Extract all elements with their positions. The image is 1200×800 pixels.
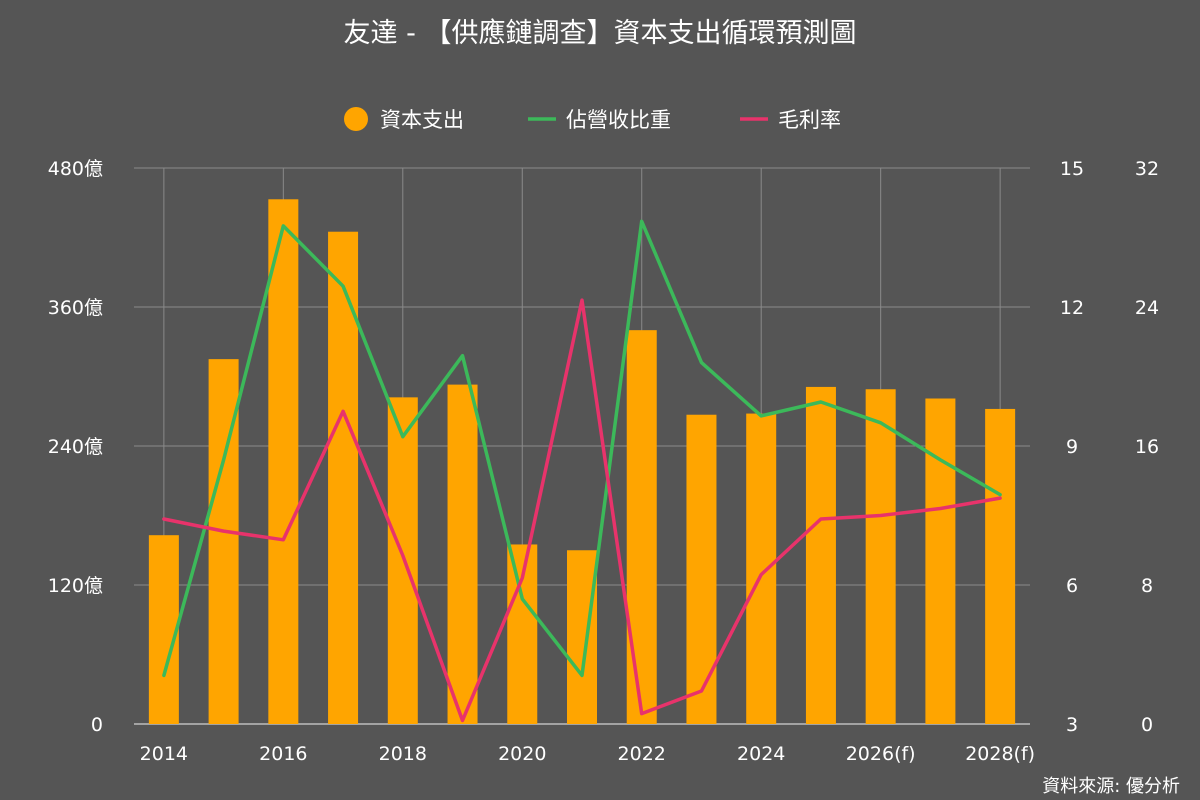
y-right2-tick: 16 — [1135, 436, 1159, 458]
tick-labels: 0 120億 240億 360億 480億 3 6 9 12 15 0 8 16 24 32 2014 2016… — [48, 158, 1159, 765]
x-tick: 2024 — [737, 743, 785, 765]
bar-series — [148, 199, 1016, 725]
legend-label-ratio: 佔營收比重 — [566, 108, 671, 132]
x-tick: 2026(f) — [846, 743, 916, 765]
y-right-tick: 6 — [1066, 575, 1078, 597]
y-left-tick: 120億 — [48, 575, 103, 597]
x-tick: 2016 — [259, 743, 307, 765]
x-tick: 2018 — [379, 743, 427, 765]
line-ratio — [162, 219, 1002, 678]
y-right-tick: 15 — [1060, 158, 1084, 180]
legend-label-capex: 資本支出 — [380, 108, 464, 132]
bar-capex-2016 — [268, 199, 299, 724]
bar-capex-2018 — [387, 397, 418, 724]
y-right-tick: 12 — [1060, 297, 1084, 319]
bar-capex-2024 — [746, 413, 777, 724]
source-note: 資料來源: 優分析 — [1042, 776, 1180, 797]
y-right2-tick: 0 — [1141, 714, 1153, 736]
line-margin — [162, 298, 1002, 723]
bar-capex-2022 — [626, 330, 657, 724]
x-tick: 2022 — [618, 743, 666, 765]
bar-capex-2021 — [567, 550, 597, 724]
bar-capex-2026(f) — [865, 389, 896, 724]
bar-capex-2027 — [925, 398, 956, 724]
x-tick: 2014 — [140, 743, 188, 765]
y-right2-tick: 32 — [1135, 158, 1159, 180]
y-left-tick: 360億 — [48, 297, 103, 319]
bar-capex-2025 — [805, 386, 836, 724]
bar-capex-2017 — [328, 231, 359, 725]
y-left-tick: 480億 — [48, 158, 103, 180]
legend: 資本支出 佔營收比重 毛利率 — [344, 107, 841, 132]
y-left-tick: 240億 — [48, 436, 103, 458]
legend-bar-marker — [344, 107, 368, 131]
chart-title: 友達 - 【供應鏈調查】資本支出循環預測圖 — [344, 18, 857, 49]
y-right2-tick: 8 — [1141, 575, 1153, 597]
x-tick: 2028(f) — [965, 743, 1035, 765]
legend-label-margin: 毛利率 — [778, 108, 841, 132]
y-right-tick: 9 — [1066, 436, 1078, 458]
y-right-tick: 3 — [1066, 714, 1078, 736]
bar-capex-2014 — [148, 535, 179, 724]
line-series — [162, 219, 1002, 723]
x-tick: 2020 — [498, 743, 546, 765]
bar-capex-2019 — [447, 384, 478, 724]
y-right2-tick: 24 — [1135, 297, 1159, 319]
bar-capex-2028(f) — [985, 408, 1016, 724]
y-left-tick: 0 — [91, 714, 103, 736]
bar-capex-2023 — [686, 414, 717, 724]
